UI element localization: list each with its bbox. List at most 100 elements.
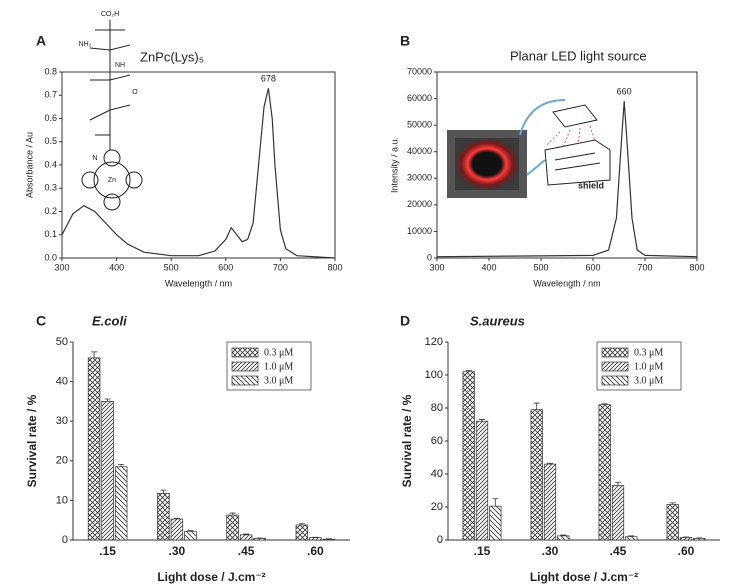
error-bar (601, 403, 608, 405)
y-tick-label: 0.3 (44, 183, 57, 193)
bar (557, 535, 570, 541)
y-tick-label: 0.8 (44, 66, 57, 76)
y-tick-label: 40 (431, 468, 443, 480)
x-tick-label: 300 (429, 262, 444, 272)
bar (475, 420, 489, 541)
x-tick-label: .15 (99, 544, 116, 558)
error-bar (243, 533, 250, 535)
y-tick-label: 10000 (407, 226, 432, 236)
bar (462, 371, 475, 541)
error-bar (547, 462, 553, 465)
x-tick-label: 700 (637, 262, 652, 272)
legend-label: 0.3 μM (634, 347, 663, 358)
structure-label: NH₂ (79, 41, 92, 48)
error-bar (229, 512, 236, 516)
x-tick-label: 800 (327, 262, 342, 272)
x-axis-label: Wavelength / nm (165, 278, 232, 288)
x-axis-label: Wavelength / nm (533, 278, 600, 288)
bar (309, 537, 322, 541)
panel-label: C (36, 313, 46, 329)
y-tick-label: 60000 (407, 93, 432, 103)
panel-label: D (400, 313, 410, 329)
legend-label: 3.0 μM (264, 375, 293, 386)
error-bar (91, 351, 98, 358)
error-bar (104, 398, 111, 402)
bar (87, 357, 101, 541)
x-tick-label: 400 (109, 262, 124, 272)
x-tick-label: 800 (689, 262, 704, 272)
y-tick-label: 0 (427, 252, 432, 262)
y-tick-label: 40 (56, 376, 68, 388)
y-tick-label: 50 (56, 336, 68, 348)
x-tick-label: 700 (273, 262, 288, 272)
bar (666, 504, 679, 541)
x-tick-label: .60 (678, 544, 695, 558)
spectrum-line (436, 101, 698, 258)
y-axis-label: Survival rate / % (400, 394, 414, 487)
y-tick-label: 30 (56, 415, 68, 427)
y-tick-label: 0.1 (44, 229, 57, 239)
legend-swatch (601, 375, 629, 386)
y-tick-label: 40000 (407, 146, 432, 156)
legend-label: 0.3 μM (264, 347, 293, 358)
bar (170, 518, 184, 541)
y-tick-label: 0.7 (44, 90, 57, 100)
x-tick-label: .15 (474, 544, 491, 558)
inset: shield (447, 99, 611, 198)
legend-swatch (231, 347, 259, 358)
bar (543, 463, 557, 541)
y-tick-label: 0.0 (44, 252, 57, 262)
structure (81, 20, 143, 211)
x-tick-label: .60 (307, 544, 324, 558)
structure-label: CO₂H (101, 11, 119, 18)
plot-frame (436, 71, 698, 259)
chart-title: E.coli (92, 313, 127, 328)
error-bar (479, 419, 485, 422)
bar (226, 514, 239, 541)
bar (184, 530, 197, 541)
error-bar (173, 517, 180, 520)
bar (625, 536, 638, 541)
structure-label: O (132, 89, 138, 96)
error-bar (669, 502, 676, 505)
y-tick-label: 20 (56, 455, 68, 467)
error-bar (628, 535, 635, 537)
legend-label: 1.0 μM (264, 361, 293, 372)
structure-label: N (92, 155, 97, 162)
spectrum-line (61, 88, 336, 259)
bar (253, 538, 266, 541)
panel-label: B (400, 33, 410, 49)
x-tick-label: 500 (533, 262, 548, 272)
error-bar (118, 463, 125, 467)
x-tick-label: .45 (238, 544, 255, 558)
y-tick-label: 120 (425, 336, 443, 348)
bar (598, 404, 611, 541)
error-bar (492, 498, 499, 507)
x-tick-label: 300 (54, 262, 69, 272)
chart-title: S.aureus (470, 313, 525, 328)
x-tick-label: 600 (218, 262, 233, 272)
error-bar (160, 489, 167, 494)
y-tick-label: 70000 (407, 66, 432, 76)
inset-label: shield (578, 180, 604, 190)
y-tick-label: 60 (431, 435, 443, 447)
structure-label: NH (115, 62, 125, 69)
error-bar (187, 530, 194, 532)
x-tick-label: 500 (164, 262, 179, 272)
y-tick-label: 50000 (407, 120, 432, 130)
x-tick-label: 400 (481, 262, 496, 272)
x-axis-label: Light dose / J.cm⁻² (530, 570, 638, 584)
y-tick-label: 80 (431, 402, 443, 414)
y-tick-label: 0.4 (44, 159, 57, 169)
legend-swatch (231, 375, 259, 386)
bar (157, 492, 170, 541)
legend-swatch (601, 347, 629, 358)
error-bar (465, 369, 472, 372)
y-axis-label: Absorbance / Au (24, 132, 34, 198)
compound-label: ZnPc(Lys)₅ (140, 49, 204, 64)
peak-label: 660 (617, 87, 632, 97)
y-tick-label: 0 (62, 534, 68, 546)
bar (295, 524, 309, 541)
bar (530, 409, 543, 541)
